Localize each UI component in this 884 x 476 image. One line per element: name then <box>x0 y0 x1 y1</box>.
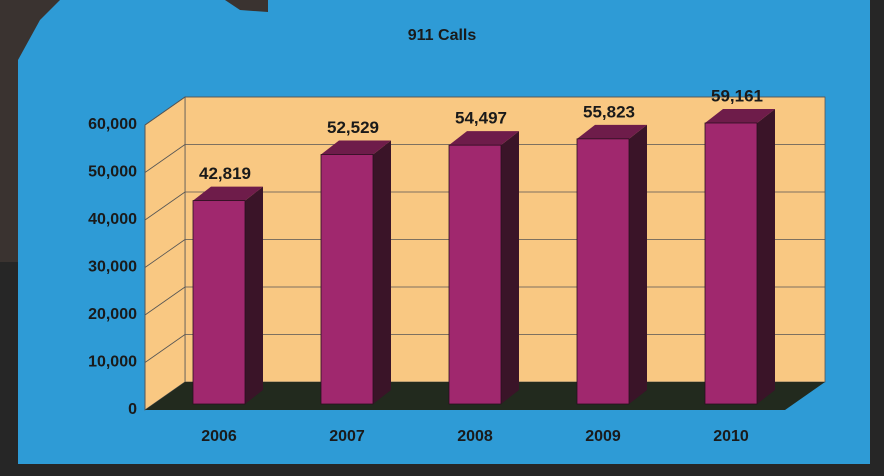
x-tick-label: 2007 <box>329 428 365 445</box>
value-label: 59,161 <box>711 86 763 105</box>
y-tick-label: 0 <box>128 401 137 418</box>
page: {"chart_data": {"type": "bar", "title": … <box>0 0 884 476</box>
value-label: 54,497 <box>455 109 507 128</box>
y-tick-label: 50,000 <box>88 164 137 181</box>
y-tick-label: 10,000 <box>88 354 137 371</box>
x-tick-label: 2008 <box>457 428 493 445</box>
bar-side <box>629 125 647 404</box>
value-label: 52,529 <box>327 118 379 137</box>
bar <box>449 145 501 404</box>
bar-side <box>373 140 391 404</box>
x-tick-label: 2009 <box>585 428 621 445</box>
chart: 911 Calls 0 10,000 20,000 30,000 40,000 50,00… <box>0 0 884 476</box>
value-label: 55,823 <box>583 102 635 121</box>
bar-side <box>501 131 519 404</box>
value-label: 42,819 <box>199 164 251 183</box>
y-tick-label: 20,000 <box>88 306 137 323</box>
y-tick-label: 40,000 <box>88 211 137 228</box>
bar-side <box>245 187 263 404</box>
bar <box>705 123 757 404</box>
bar <box>321 154 373 404</box>
y-tick-label: 30,000 <box>88 259 137 276</box>
x-tick-label: 2010 <box>713 428 749 445</box>
bar <box>577 139 629 404</box>
y-tick-label: 60,000 <box>88 116 137 133</box>
chart-title: 911 Calls <box>408 27 477 44</box>
x-tick-label: 2006 <box>201 428 237 445</box>
bar <box>193 201 245 404</box>
bar-side <box>757 109 775 404</box>
